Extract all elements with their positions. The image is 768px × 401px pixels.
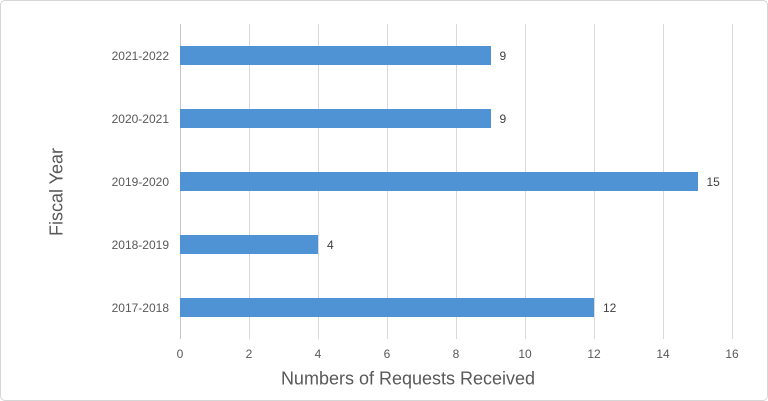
tick-label-0: 0 (176, 347, 184, 361)
bar-2021-2022 (180, 46, 491, 65)
bar-2020-2021 (180, 109, 491, 128)
category-label-2017-2018: 2017-2018 (111, 300, 169, 315)
bar-2018-2019 (180, 235, 318, 254)
tick-label-8: 8 (452, 347, 460, 361)
tick-label-10: 10 (518, 347, 532, 361)
category-label-2021-2022: 2021-2022 (111, 48, 169, 63)
tick-label-14: 14 (656, 347, 670, 361)
bar-2017-2018 (180, 298, 594, 317)
data-label-2020-2021: 9 (499, 111, 507, 126)
tick-label-16: 16 (725, 347, 739, 361)
tick-label-2: 2 (245, 347, 253, 361)
y-axis-title: Fiscal Year (46, 147, 67, 237)
category-label-2020-2021: 2020-2021 (111, 111, 169, 126)
plot-area: 9 9 15 4 12 (180, 24, 733, 339)
x-axis-title: Numbers of Requests Received (280, 368, 536, 389)
category-label-2019-2020: 2019-2020 (111, 174, 169, 189)
data-label-2021-2022: 9 (499, 48, 507, 63)
tick-label-4: 4 (314, 347, 322, 361)
tick-label-6: 6 (383, 347, 391, 361)
bar-2019-2020 (180, 172, 698, 191)
data-label-2019-2020: 15 (706, 174, 720, 189)
category-label-2018-2019: 2018-2019 (111, 237, 169, 252)
data-label-2018-2019: 4 (327, 237, 334, 252)
tick-label-12: 12 (587, 347, 601, 361)
data-label-2017-2018: 12 (603, 300, 617, 315)
gridline-x-16 (732, 24, 733, 339)
